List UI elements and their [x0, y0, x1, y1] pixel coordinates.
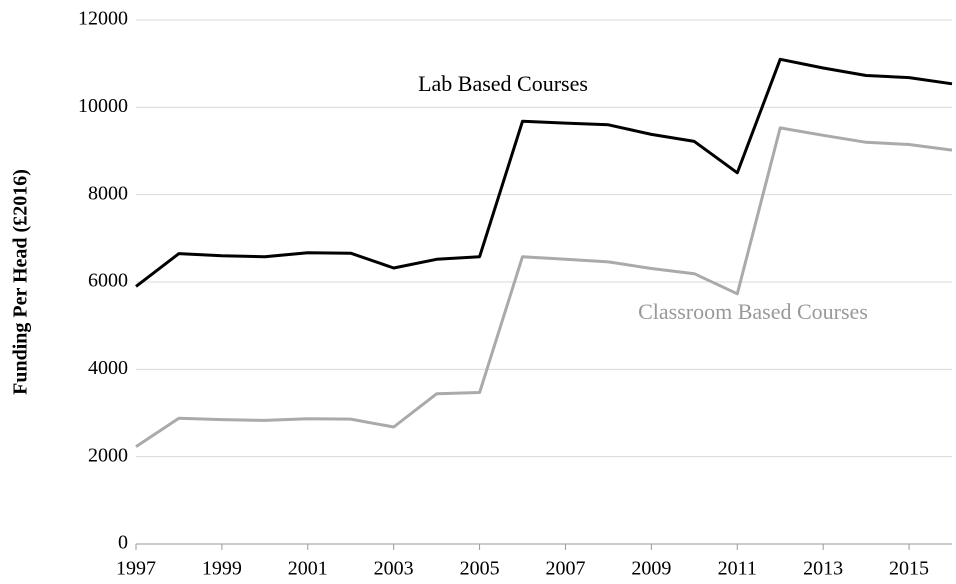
y-tick-label: 10000 [78, 95, 128, 117]
x-tick-label: 2007 [545, 558, 585, 580]
x-tick-label: 1999 [202, 558, 242, 580]
x-tick-label: 2011 [718, 558, 757, 580]
y-tick-label: 12000 [78, 8, 128, 30]
x-tick-label: 2003 [374, 558, 414, 580]
series-label: Classroom Based Courses [638, 299, 868, 324]
series-label: Lab Based Courses [418, 71, 588, 96]
x-tick-label: 2005 [460, 558, 500, 580]
x-tick-label: 2001 [288, 558, 328, 580]
y-tick-label: 4000 [88, 357, 128, 379]
x-tick-label: 2015 [889, 558, 929, 580]
y-tick-label: 0 [118, 532, 128, 554]
series-line [135, 126, 953, 448]
y-tick-label: 2000 [88, 444, 128, 466]
y-tick-label: 8000 [88, 182, 128, 204]
x-tick-label: 1997 [116, 558, 156, 580]
y-axis-label: Funding Per Head (£2016) [10, 169, 32, 395]
series-line [135, 57, 953, 288]
x-tick-label: 2013 [803, 558, 843, 580]
y-tick-label: 6000 [88, 270, 128, 292]
x-tick-label: 2009 [631, 558, 671, 580]
